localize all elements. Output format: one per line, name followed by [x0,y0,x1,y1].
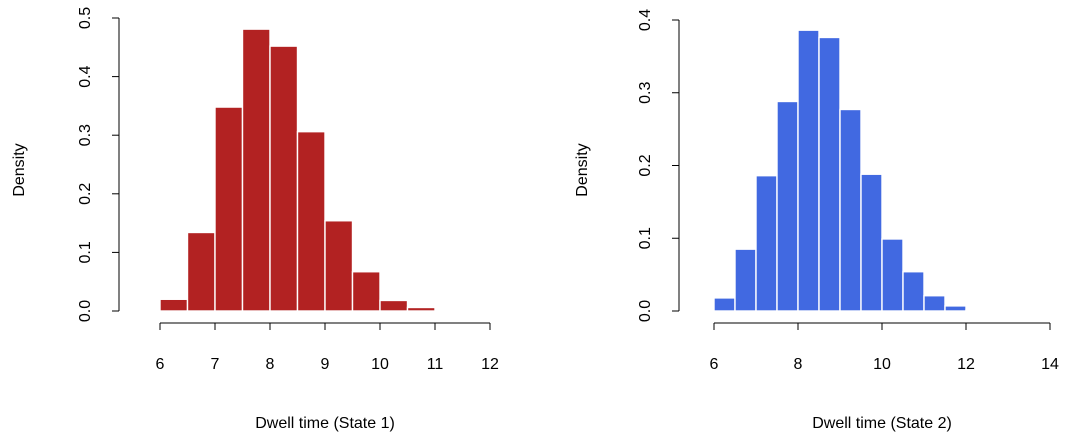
x-tick-label: 8 [266,356,275,373]
histogram-bar [351,271,381,312]
y-tick-label: 0.0 [77,300,94,322]
histogram-bar [214,106,244,312]
x-tick-label: 6 [156,356,165,373]
histogram-bar [186,231,216,312]
histogram-bar [406,306,436,312]
x-tick-label: 12 [957,356,975,373]
histogram-bar [734,248,757,312]
histogram-bar [839,108,862,312]
histogram-bar [860,173,883,312]
x-axis: 6 7 8 9 10 11 12 [156,322,499,373]
histogram-bar [902,271,925,312]
y-tick-label: 0.3 [637,82,654,104]
histogram-bar [324,220,354,312]
bars-group [159,28,436,312]
y-tick-label: 0.2 [77,183,94,205]
histogram-bar [776,100,799,312]
histogram-bar [755,174,778,312]
histogram-bar [818,36,841,312]
histogram-bar [269,45,299,312]
bars-group [713,29,988,312]
histogram-bar [881,238,904,312]
x-tick-label: 11 [427,356,444,373]
x-tick-label: 14 [1041,356,1059,373]
histogram-bar [944,305,967,312]
y-axis-label: Density [11,143,28,196]
y-tick-label: 0.3 [77,124,94,146]
y-tick-label: 0.4 [77,65,94,87]
y-tick-label: 0.1 [77,241,94,263]
y-tick-label: 0.0 [637,300,654,322]
histogram-bar [159,298,189,312]
histogram-bar [379,299,409,312]
y-tick-label: 0.1 [637,227,654,249]
histogram-bar [296,130,326,312]
y-tick-label: 0.2 [637,154,654,176]
y-tick-label: 0.4 [637,9,654,31]
x-tick-label: 6 [710,356,719,373]
histogram-bar [797,29,820,312]
y-axis: 0.0 0.1 0.2 0.3 0.4 [637,9,680,322]
histogram-bar [241,28,271,312]
histogram-bar [923,295,946,312]
x-tick-label: 9 [321,356,330,373]
histogram-panel-state-1: 6 7 8 9 10 11 12 0.0 0.1 0.2 0.3 0.4 0.5 Dwell time… [11,7,499,432]
histogram-panel-state-2: 6 8 10 12 14 0.0 0.1 0.2 0.3 0.4 Dwell time (Sta… [574,9,1059,432]
y-axis: 0.0 0.1 0.2 0.3 0.4 0.5 [77,7,120,322]
y-axis-label: Density [574,143,591,196]
x-tick-label: 12 [481,356,499,373]
x-tick-label: 8 [794,356,803,373]
histogram-bar [713,297,736,312]
x-axis-label: Dwell time (State 1) [255,415,395,432]
x-axis-label: Dwell time (State 2) [812,415,952,432]
y-tick-label: 0.5 [77,7,94,29]
histogram-bar [965,309,988,312]
x-axis: 6 8 10 12 14 [710,322,1059,373]
x-tick-label: 10 [371,356,389,373]
x-tick-label: 7 [211,356,220,373]
x-tick-label: 10 [873,356,891,373]
